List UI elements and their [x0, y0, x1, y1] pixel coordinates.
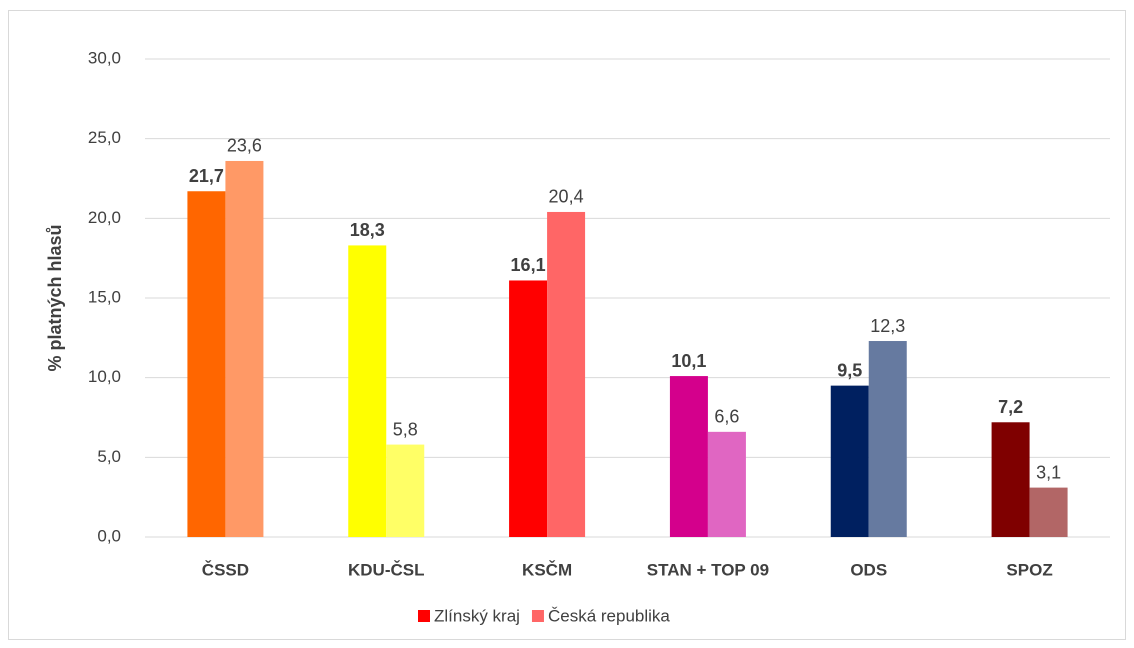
- y-tick-label: 25,0: [88, 128, 121, 147]
- value-label: 3,1: [1036, 462, 1061, 482]
- legend-label: Zlínský kraj: [434, 606, 520, 625]
- bar: [991, 422, 1030, 537]
- bar: [348, 245, 387, 538]
- y-tick-label: 5,0: [97, 447, 121, 466]
- value-label: 10,1: [671, 351, 706, 371]
- bar: [1029, 487, 1068, 537]
- y-tick-label: 30,0: [88, 48, 121, 67]
- y-tick-label: 10,0: [88, 367, 121, 386]
- x-tick-label: ODS: [850, 560, 887, 579]
- value-label: 16,1: [511, 255, 546, 275]
- legend-label: Česká republika: [548, 606, 670, 625]
- value-label: 21,7: [189, 166, 224, 186]
- bar: [386, 444, 425, 537]
- value-label: 23,6: [227, 136, 262, 156]
- y-tick-label: 0,0: [97, 526, 121, 545]
- bar: [830, 385, 869, 537]
- bar: [669, 376, 708, 537]
- value-label: 18,3: [350, 220, 385, 240]
- x-tick-label: KSČM: [522, 560, 572, 579]
- bar: [225, 160, 264, 537]
- y-axis-label: % platných hlasů: [45, 224, 65, 371]
- bar: [868, 341, 907, 537]
- bar: [707, 431, 746, 537]
- x-tick-label: STAN + TOP 09: [647, 560, 769, 579]
- value-label: 9,5: [837, 360, 862, 380]
- bar: [547, 211, 586, 537]
- x-tick-label: KDU-ČSL: [348, 560, 425, 579]
- y-tick-label: 20,0: [88, 208, 121, 227]
- bar: [187, 191, 226, 537]
- value-label: 20,4: [549, 187, 584, 207]
- bar: [509, 280, 548, 537]
- value-label: 12,3: [870, 316, 905, 336]
- value-label: 6,6: [714, 407, 739, 427]
- x-tick-label: SPOZ: [1006, 560, 1052, 579]
- value-label: 7,2: [998, 397, 1023, 417]
- y-tick-label: 15,0: [88, 287, 121, 306]
- legend-swatch: [418, 610, 430, 622]
- value-label: 5,8: [393, 419, 418, 439]
- x-tick-label: ČSSD: [202, 560, 249, 579]
- legend-swatch: [531, 610, 544, 622]
